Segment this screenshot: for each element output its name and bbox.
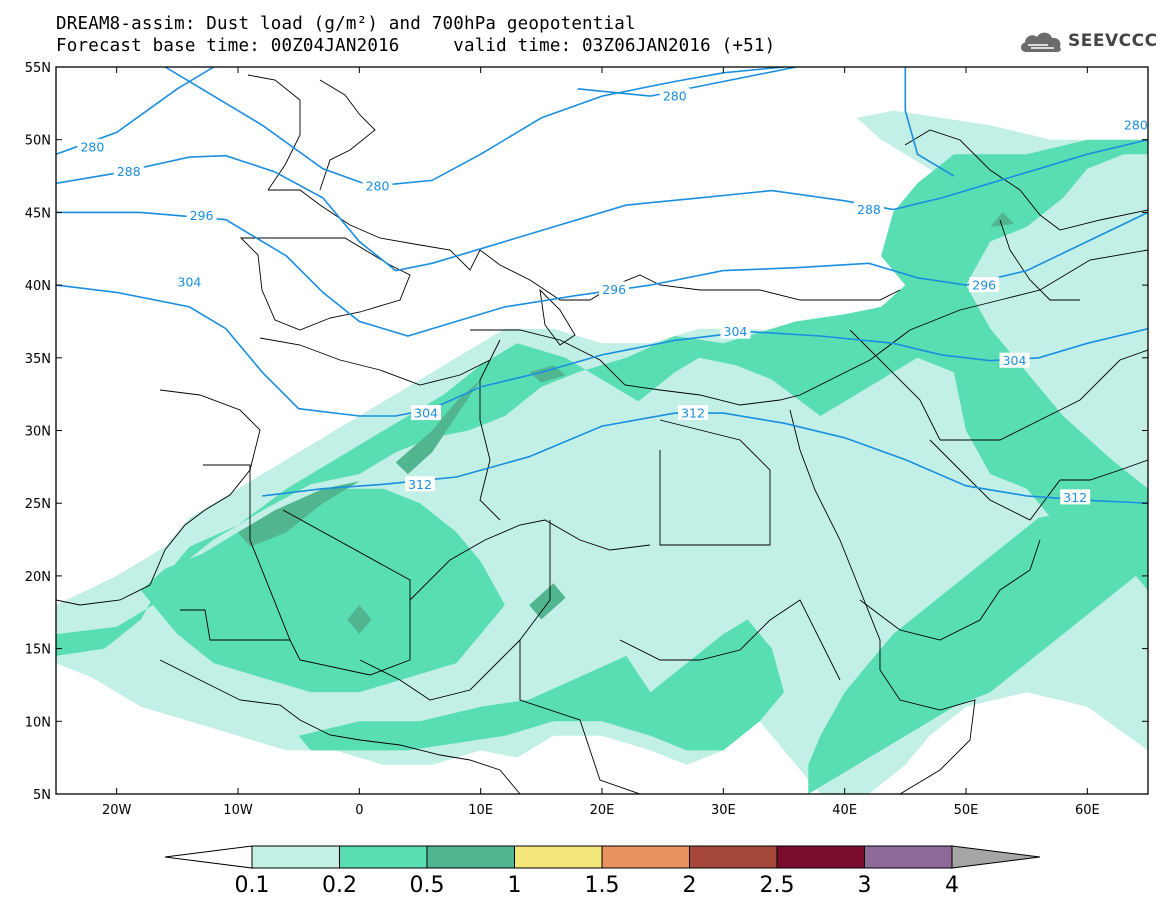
- colorbar-over-triangle: [951, 845, 1041, 869]
- colorbar-label: 0.2: [322, 873, 357, 898]
- contour-label-296: 296: [190, 208, 214, 223]
- colorbar-label: 4: [945, 873, 959, 898]
- lon-label: 40E: [832, 803, 857, 818]
- contour-label-bg: [969, 277, 1000, 293]
- contour-label-296: 296: [602, 282, 626, 297]
- lat-label: 40N: [25, 279, 51, 294]
- lat-label: 10N: [25, 715, 51, 730]
- contour-label-bg: [1120, 117, 1148, 133]
- contour-line-280: [164, 67, 785, 188]
- colorbar-label: 2.5: [760, 873, 795, 898]
- colorbar-label: 3: [858, 873, 872, 898]
- colorbar-label: 0.1: [235, 873, 270, 898]
- lon-label: 20W: [102, 803, 132, 818]
- colorbar-segment-1.5: [601, 845, 690, 869]
- colorbar-segment-0.1: [251, 845, 340, 869]
- contour-label-bg: [77, 138, 108, 154]
- dust-region-0.2-2: [140, 488, 505, 693]
- contour-label-304: 304: [178, 275, 202, 290]
- colorbar-label: 1.5: [585, 873, 620, 898]
- lat-label: 20N: [25, 570, 51, 585]
- lat-label: 5N: [33, 788, 51, 803]
- colorbar-segment-0.5: [426, 845, 515, 869]
- colorbar-under-triangle: [164, 845, 253, 869]
- dust-region-0.5-0: [395, 379, 481, 475]
- colorbar-segment-2.5: [776, 845, 865, 869]
- lat-label: 25N: [25, 497, 51, 512]
- lon-label: 20E: [590, 803, 615, 818]
- contour-label-bg: [1060, 489, 1091, 505]
- contour-label-bg: [599, 281, 630, 297]
- lon-label: 50E: [954, 803, 979, 818]
- contour-label-288: 288: [117, 164, 141, 179]
- seevccc-logo: SEEVCCC: [1018, 26, 1158, 56]
- contour-label-bg: [999, 352, 1030, 368]
- contour-line-288: [56, 138, 1148, 272]
- colorbar-segment-0.2: [339, 845, 428, 869]
- contour-label-280: 280: [366, 179, 390, 194]
- contour-label-bg: [362, 178, 393, 194]
- contour-label-bg: [113, 163, 144, 179]
- dust-load-field: [56, 110, 1148, 794]
- contour-label-304: 304: [724, 324, 748, 339]
- contour-label-bg: [659, 88, 690, 104]
- lat-label: 15N: [25, 643, 51, 658]
- contour-label-bg: [678, 405, 708, 421]
- contour-label-304: 304: [1003, 353, 1027, 368]
- contour-label-280: 280: [80, 139, 104, 154]
- colorbar-label: 1: [508, 873, 522, 898]
- contour-label-296: 296: [972, 278, 996, 293]
- lat-label: 30N: [25, 425, 51, 440]
- colorbar: 0.1 0.2 0.5 1 1.5 2 2.5 3 4: [164, 845, 1041, 898]
- contour-line-296: [56, 211, 1148, 337]
- lat-label: 50N: [25, 134, 51, 149]
- contour-label-bg: [186, 207, 217, 223]
- map-axes: 55N 50N 45N 40N 35N 30N 25N 20N 15N 10N 5N 20W 10W 0 1…: [25, 61, 1148, 818]
- dust-region-0.5-3: [347, 605, 372, 635]
- lon-label: 10E: [468, 803, 493, 818]
- colorbar-label: 2: [683, 873, 697, 898]
- dust-region-0.2-3: [808, 510, 1148, 794]
- dust-region-0.5-5: [990, 212, 1015, 227]
- lon-label: 30E: [711, 803, 736, 818]
- dust-region-0.5-4: [529, 583, 566, 620]
- lon-label: 0: [355, 803, 363, 818]
- dust-region-0.5-1: [238, 481, 360, 547]
- contour-label-bg: [405, 476, 435, 492]
- colorbar-label: 0.5: [410, 873, 445, 898]
- contour-label-280: 280: [663, 89, 687, 104]
- dust-region-0.2-0: [56, 139, 1148, 656]
- colorbar-segment-1: [514, 845, 603, 869]
- map-subtitle: Forecast base time: 00Z04JAN2016 valid t…: [56, 36, 776, 56]
- contour-line-304: [56, 284, 1148, 417]
- contour-label-280: 280: [1124, 118, 1148, 133]
- contour-label-312: 312: [681, 406, 705, 421]
- dust-region-0.5-2: [529, 365, 566, 383]
- contour-label-bg: [720, 323, 751, 339]
- lon-label: 10W: [223, 803, 253, 818]
- lat-label: 35N: [25, 352, 51, 367]
- dust-region-0.2-1: [298, 619, 784, 751]
- logo-text: SEEVCCC: [1068, 31, 1158, 51]
- lat-label: 45N: [25, 206, 51, 221]
- cloud-icon: [1020, 32, 1061, 52]
- contour-line-280: [904, 67, 955, 177]
- colorbar-segment-2: [689, 845, 778, 869]
- contour-label-304: 304: [414, 406, 438, 421]
- contour-label-bg: [411, 405, 442, 421]
- contour-label-288: 288: [857, 202, 881, 217]
- geopotential-contours: 280 280 280 280 288 288 296 296 296 304 304 304 304 3…: [56, 67, 1148, 505]
- contour-label-312: 312: [408, 477, 432, 492]
- colorbar-segment-3: [864, 845, 953, 869]
- lon-label: 60E: [1075, 803, 1100, 818]
- contour-label-bg: [174, 274, 205, 290]
- contour-label-312: 312: [1063, 490, 1087, 505]
- contour-label-bg: [853, 201, 884, 217]
- map-title: DREAM8-assim: Dust load (g/m²) and 700hP…: [56, 14, 636, 34]
- lat-label: 55N: [25, 61, 51, 76]
